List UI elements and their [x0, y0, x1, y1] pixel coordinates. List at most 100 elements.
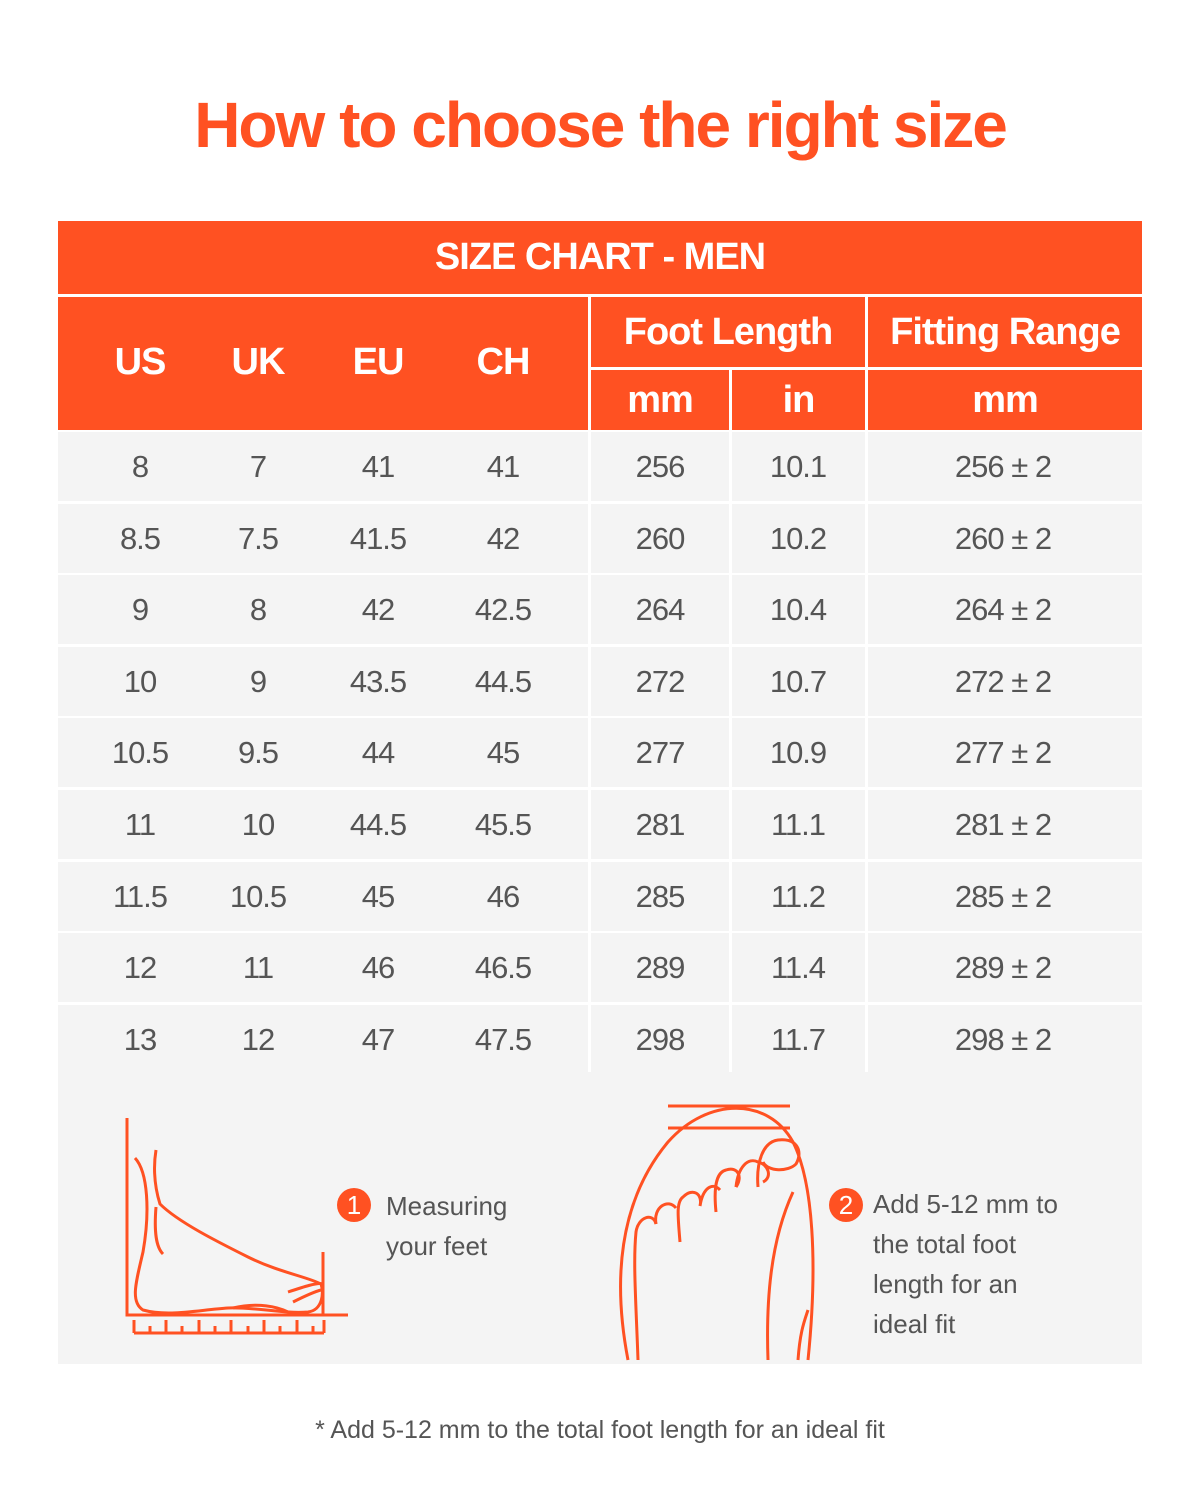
cell-mm: 260 [635, 520, 686, 556]
header-sizes [58, 297, 588, 430]
cell-in: 10.1 [769, 449, 827, 484]
foot-side-measure-icon [125, 1118, 348, 1335]
cell-us: 8 [131, 449, 149, 484]
header-us: US [114, 340, 167, 383]
cell-us: 13 [123, 1021, 157, 1057]
table-cell-bg [868, 575, 1142, 645]
cell-ch: 45.5 [474, 807, 532, 842]
step-2-badge: 2 [829, 1188, 863, 1222]
cell-ch: 42.5 [474, 592, 532, 628]
header-eu: EU [352, 340, 405, 383]
table-row: 13 12 47 47.5 298 11.7 298 ± 2 [58, 1004, 1142, 1074]
cell-mm: 281 [635, 807, 686, 842]
table-cell-bg [591, 718, 729, 788]
cell-mm: 285 [635, 878, 686, 914]
cell-fitting-range: 256 ± 2 [954, 449, 1052, 484]
cell-fitting-range: 298 ± 2 [954, 1021, 1052, 1057]
table-cell-bg [732, 718, 865, 788]
table-cell-bg [732, 933, 865, 1003]
cell-in: 11.7 [770, 1021, 826, 1057]
cell-us: 9 [131, 592, 149, 628]
cell-us: 10 [123, 663, 157, 699]
cell-uk: 11 [242, 950, 274, 986]
table-row: 11 10 44.5 45.5 281 11.1 281 ± 2 [58, 790, 1142, 859]
table-cell-bg [58, 861, 588, 931]
cell-eu: 47 [361, 1021, 395, 1057]
table-caption: SIZE CHART - MEN [58, 221, 1142, 294]
cell-mm: 298 [635, 1021, 686, 1057]
cell-eu: 45 [361, 878, 395, 914]
header-uk: UK [231, 340, 286, 383]
cell-fitting-range: 264 ± 2 [954, 592, 1052, 628]
header-fitting-range: Fitting Range [868, 297, 1142, 367]
cell-fitting-range: 260 ± 2 [954, 520, 1052, 556]
cell-in: 10.4 [769, 592, 827, 628]
page-title: How to choose the right size [194, 89, 1008, 161]
header-in: in [732, 370, 865, 430]
table-cell-bg [868, 646, 1142, 716]
cell-us: 11 [124, 807, 156, 842]
table-row: 11.5 10.5 45 46 285 11.2 285 ± 2 [58, 861, 1142, 931]
table-cell-bg [732, 432, 865, 501]
table-row: 12 11 46 46.5 289 11.4 289 ± 2 [58, 933, 1142, 1003]
cell-us: 11.5 [112, 878, 168, 914]
table-cell-bg [58, 646, 588, 716]
cell-mm: 272 [635, 663, 686, 699]
step-1-badge: 1 [337, 1188, 371, 1222]
header-foot-length: Foot Length [591, 297, 865, 367]
cell-ch: 41 [486, 449, 520, 484]
cell-eu: 42 [361, 592, 395, 628]
cell-in: 10.2 [769, 520, 827, 556]
cell-ch: 44.5 [474, 663, 532, 699]
cell-uk: 12 [241, 1021, 275, 1057]
header-fit-mm: mm [868, 370, 1142, 430]
table-cell-bg [868, 503, 1142, 573]
cell-eu: 46 [361, 950, 395, 986]
cell-uk: 10.5 [229, 878, 287, 914]
table-row: 10.5 9.5 44 45 277 10.9 277 ± 2 [58, 718, 1142, 788]
table-cell-bg [58, 790, 588, 859]
footnote: * Add 5-12 mm to the total foot length f… [315, 1416, 885, 1444]
cell-eu: 41 [361, 449, 395, 484]
cell-in: 11.4 [770, 950, 826, 986]
cell-uk: 9 [249, 663, 267, 699]
cell-in: 11.1 [770, 807, 826, 842]
table-cell-bg [868, 790, 1142, 859]
table-cell-bg [732, 575, 865, 645]
table-cell-bg [732, 503, 865, 573]
cell-in: 10.9 [769, 735, 827, 771]
cell-eu: 44 [361, 735, 395, 771]
table-cell-bg [58, 503, 588, 573]
table-cell-bg [868, 1004, 1142, 1074]
cell-mm: 277 [635, 735, 686, 771]
cell-eu: 44.5 [349, 807, 407, 842]
table-cell-bg [58, 432, 588, 501]
step-1-text: Measuring your feet [386, 1191, 508, 1261]
table-cell-bg [591, 432, 729, 501]
cell-uk: 7.5 [237, 520, 279, 556]
table-cell-bg [732, 861, 865, 931]
table-cell-bg [868, 933, 1142, 1003]
table-cell-bg [732, 790, 865, 859]
cell-ch: 46 [486, 878, 520, 914]
instructions-panel: 1 Measuring your feet 2 Add 5-12 mm to t… [58, 1072, 1142, 1364]
cell-us: 10.5 [111, 735, 169, 771]
table-row: 8 7 41 41 256 10.1 256 ± 2 [58, 432, 1142, 501]
cell-in: 11.2 [770, 878, 826, 914]
cell-uk: 9.5 [237, 735, 279, 771]
cell-ch: 45 [486, 735, 520, 771]
cell-ch: 46.5 [474, 950, 532, 986]
table-cell-bg [591, 790, 729, 859]
cell-ch: 42 [486, 520, 520, 556]
step-2-text: Add 5-12 mm to the total foot length for… [873, 1189, 1058, 1339]
table-cell-bg [732, 1004, 865, 1074]
table-cell-bg [591, 861, 729, 931]
cell-mm: 264 [635, 592, 686, 628]
header-mm: mm [591, 370, 729, 430]
cell-uk: 10 [241, 807, 275, 842]
cell-fitting-range: 289 ± 2 [954, 950, 1052, 986]
header-ch: CH [476, 340, 531, 383]
cell-mm: 289 [635, 950, 686, 986]
table-row: 8.5 7.5 41.5 42 260 10.2 260 ± 2 [58, 503, 1142, 573]
cell-fitting-range: 281 ± 2 [954, 807, 1052, 842]
